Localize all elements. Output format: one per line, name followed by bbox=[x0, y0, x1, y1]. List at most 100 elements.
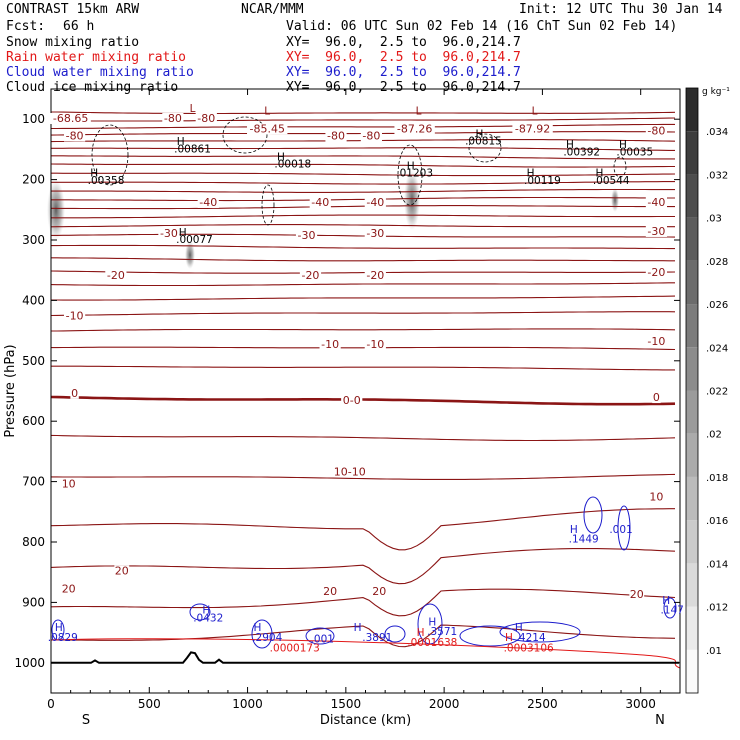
isotherm-112 bbox=[51, 123, 675, 130]
temp-label-33: 20 bbox=[323, 585, 337, 598]
temp-label-5: -87.92 bbox=[515, 122, 550, 135]
temp-label-15: -30 bbox=[298, 229, 316, 242]
isotherm-690 bbox=[51, 473, 676, 480]
isotherm-625 bbox=[50, 434, 676, 442]
extremum-label-25: .1449 bbox=[569, 534, 599, 546]
temp-label-bg-21 bbox=[645, 267, 668, 279]
temp-label-bg-23 bbox=[319, 338, 341, 350]
colorbar-unit: g kg⁻¹ bbox=[702, 87, 730, 97]
extremum-label-13: .00018 bbox=[274, 159, 311, 171]
x-tick-label-1500: 1500 bbox=[331, 697, 362, 711]
temp-label-bg-35 bbox=[61, 583, 77, 595]
y-tick-label-1000: 1000 bbox=[14, 656, 45, 670]
extremum-label-45: .0003106 bbox=[504, 642, 554, 654]
temp-label-29: 10-10 bbox=[334, 465, 366, 478]
temp-label-bg-3 bbox=[247, 123, 288, 135]
y-tick-label-400: 400 bbox=[22, 293, 45, 307]
y-tick-label-800: 800 bbox=[22, 535, 45, 549]
colorbar-tick-1: .012 bbox=[706, 603, 728, 614]
colorbar-segment-4 bbox=[686, 476, 698, 521]
temp-label-34: 20 bbox=[372, 585, 386, 598]
temp-label-bg-33 bbox=[322, 585, 338, 597]
isotherm-294 bbox=[51, 233, 676, 238]
temp-label-bg-2 bbox=[195, 113, 217, 125]
temp-label-bg-27 bbox=[341, 395, 363, 407]
temp-label-13: -40 bbox=[647, 196, 665, 209]
temp-label-bg-17 bbox=[645, 225, 668, 237]
x-tick-label-0: 0 bbox=[47, 697, 55, 711]
temp-label-17: -30 bbox=[647, 225, 665, 238]
model-title: CONTRAST 15km ARW bbox=[6, 2, 140, 17]
temp-label-bg-9 bbox=[645, 125, 668, 137]
field-cloudwater-xy: XY= 96.0, 2.5 to 96.0,214.7 bbox=[286, 65, 521, 80]
extremum-label-8: H bbox=[566, 139, 574, 151]
isotherm-512 bbox=[51, 365, 675, 371]
extremum-label-20: H bbox=[595, 168, 603, 180]
temp-label-10: -40 bbox=[199, 196, 217, 209]
cloudwater-contour-2 bbox=[384, 625, 406, 643]
temp-label-24: -10 bbox=[366, 338, 384, 351]
isotherm-960 bbox=[51, 624, 676, 648]
cloudwater-contour-10 bbox=[663, 597, 677, 619]
colorbar-tick-9: .028 bbox=[706, 257, 728, 268]
temp-label-35: 20 bbox=[62, 583, 76, 596]
temp-label-bg-25 bbox=[645, 335, 668, 347]
temp-label-bg-16 bbox=[364, 227, 386, 239]
colorbar-segment-6 bbox=[686, 390, 698, 434]
y-tick-label-100: 100 bbox=[22, 112, 45, 126]
init-time: Init: 12 UTC Thu 30 Jan 14 bbox=[519, 2, 723, 17]
temp-label-bg-31 bbox=[649, 491, 664, 503]
extremum-label-18: H bbox=[527, 168, 535, 180]
extremum-label-0: L bbox=[264, 105, 270, 117]
temp-label-4: -87.26 bbox=[397, 122, 432, 135]
colorbar-tick-8: .026 bbox=[706, 300, 728, 311]
colorbar-tick-12: .034 bbox=[706, 127, 728, 138]
colorbar-segment-0 bbox=[686, 649, 698, 693]
temp-label-bg-29 bbox=[332, 466, 367, 478]
extremum-label-31: H bbox=[202, 604, 210, 616]
temp-label-bg-32 bbox=[114, 565, 130, 577]
isotherm-190 bbox=[51, 172, 676, 177]
valid-time: Valid: 06 UTC Sun 02 Feb 14 (16 ChT Sun … bbox=[286, 19, 678, 34]
temp-label-19: -20 bbox=[301, 269, 319, 282]
extremum-label-30: .0829 bbox=[48, 632, 78, 644]
colorbar-tick-5: .02 bbox=[706, 430, 722, 441]
terrain-line bbox=[51, 651, 679, 664]
isotherm-900 bbox=[50, 588, 676, 617]
x-tick-label-2000: 2000 bbox=[429, 697, 460, 711]
isotherm-480 bbox=[51, 346, 676, 351]
extremum-label-32: .0432 bbox=[193, 613, 223, 625]
x-tick-label-2500: 2500 bbox=[527, 697, 558, 711]
snow-shading-2 bbox=[185, 241, 195, 269]
temp-label-3: -85.45 bbox=[249, 122, 284, 135]
isotherm-176 bbox=[50, 163, 675, 168]
colorbar-segment-10 bbox=[686, 217, 698, 261]
plot-frame bbox=[50, 88, 681, 694]
temp-label-bg-10 bbox=[197, 196, 219, 208]
extremum-label-23: .00077 bbox=[176, 234, 213, 246]
isotherm-372 bbox=[50, 282, 675, 287]
ice-contour-0 bbox=[91, 124, 129, 186]
colorbar-tick-11: .032 bbox=[706, 170, 728, 181]
extremum-label-35: .001 bbox=[311, 633, 334, 645]
temp-label-8: -80 bbox=[362, 130, 380, 143]
center-title: NCAR/MMM bbox=[241, 2, 304, 17]
extremum-label-10: H bbox=[619, 139, 627, 151]
field-rain-name: Rain water mixing ratio bbox=[6, 50, 187, 65]
colorbar-segment-2 bbox=[686, 563, 698, 607]
cloud-water-contours bbox=[51, 496, 677, 649]
isotherm-lines bbox=[50, 111, 676, 648]
temp-label-6: -80 bbox=[66, 130, 84, 143]
ice-contour-4 bbox=[261, 184, 275, 226]
isotherm-163 bbox=[51, 155, 675, 160]
colorbar-tick-10: .03 bbox=[706, 214, 722, 225]
temp-label-27: 0-0 bbox=[343, 394, 361, 407]
temp-label-bg-0 bbox=[50, 113, 91, 125]
temp-label-21: -20 bbox=[647, 266, 665, 279]
temp-label-11: -40 bbox=[311, 196, 329, 209]
temp-label-26: 0 bbox=[71, 387, 78, 400]
extremum-label-2: L bbox=[532, 105, 538, 117]
temp-label-bg-15 bbox=[295, 230, 318, 242]
temp-label-36: 20 bbox=[630, 588, 644, 601]
extremum-label-6: H bbox=[177, 136, 185, 148]
